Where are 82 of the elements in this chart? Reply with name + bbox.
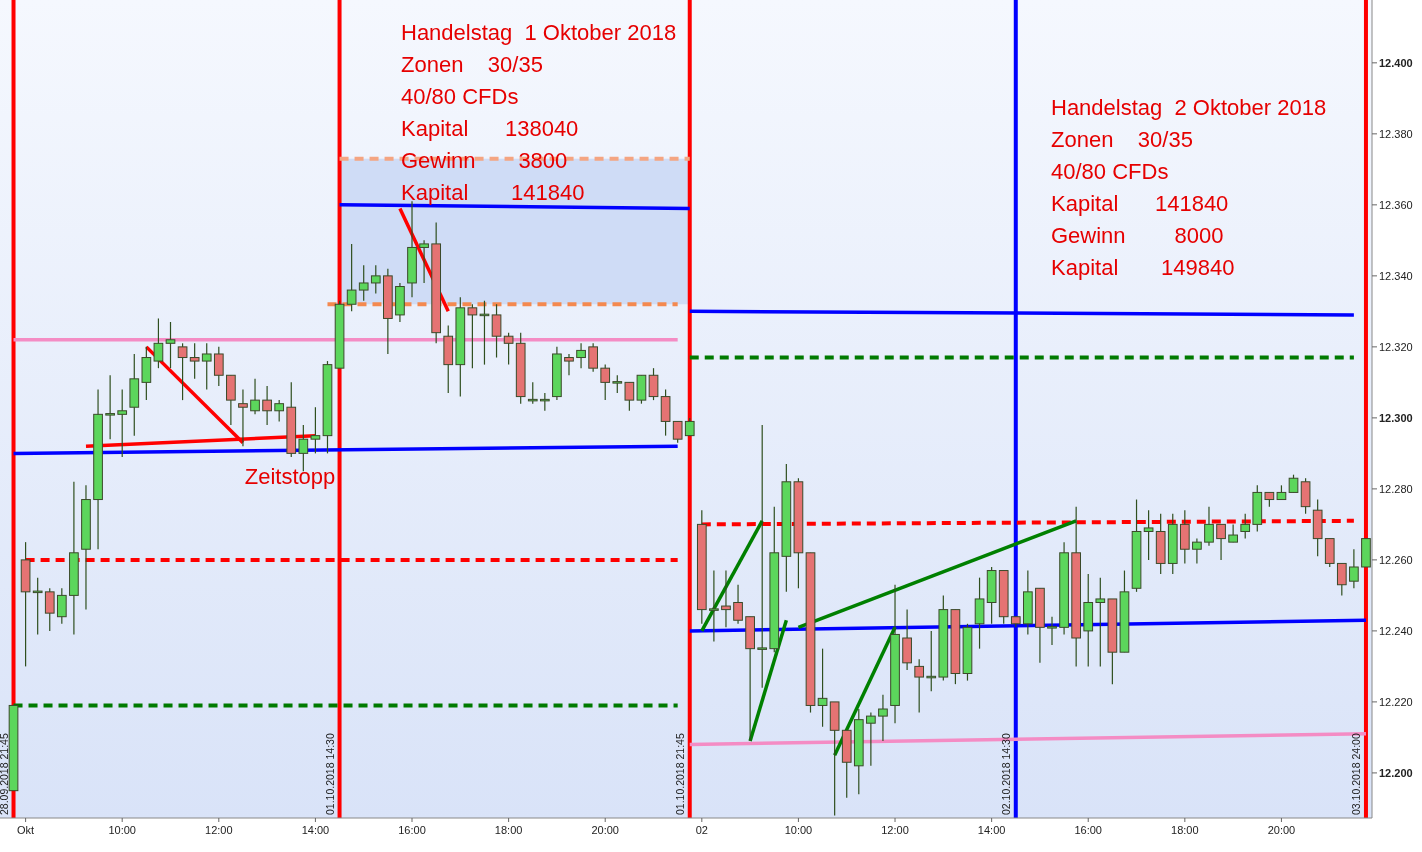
- x-tick-label: 10:00: [108, 824, 136, 836]
- candlestick: [358, 264, 369, 302]
- candlestick: [1095, 577, 1106, 667]
- x-tick-label: 14:00: [977, 824, 1006, 836]
- y-tick-label: 12.320: [1379, 340, 1413, 353]
- annotation: 01.10.2018 21:45: [673, 733, 686, 815]
- annotation: 28.09.2018 21:45: [0, 733, 10, 815]
- candlestick: [624, 381, 635, 412]
- x-tick-label: 18:00: [494, 824, 523, 836]
- candlestick: [1047, 616, 1057, 646]
- x-tick-label: 12:00: [205, 824, 233, 836]
- candlestick: [527, 381, 538, 405]
- y-tick-label: 12.240: [1379, 624, 1413, 637]
- candlestick: [914, 658, 925, 714]
- candlestick: [866, 711, 876, 767]
- x-tick-label: 12:00: [881, 824, 909, 836]
- candlestick: [467, 303, 478, 369]
- candlestick: [491, 303, 502, 359]
- candlestick: [153, 317, 164, 369]
- x-tick-label: 02: [695, 824, 708, 836]
- x-tick-label: 14:00: [301, 824, 330, 836]
- candlestick: [44, 587, 55, 632]
- candlestick: [177, 342, 188, 401]
- candlestick: [503, 332, 514, 366]
- candlestick: [310, 406, 321, 454]
- x-tick-label: 16:00: [398, 824, 426, 836]
- candlestick: [588, 342, 598, 373]
- y-tick-label: 12.280: [1379, 482, 1413, 495]
- candlestick: [817, 648, 828, 728]
- x-tick-label: 10:00: [784, 824, 813, 836]
- candlestick: [733, 584, 743, 625]
- candlestick: [165, 321, 176, 369]
- x-tick-label: 18:00: [1171, 824, 1199, 836]
- candlestick: [1192, 537, 1202, 565]
- annotation: 02.10.2018 14:30: [999, 733, 1012, 815]
- candlestick: [600, 364, 611, 401]
- annotation: 01.10.2018 14:30: [323, 733, 336, 815]
- y-tick-label: 12.300: [1379, 411, 1413, 424]
- y-tick-label: 12.200: [1379, 766, 1413, 779]
- y-tick-label: 12.380: [1379, 127, 1413, 140]
- candlestick: [419, 239, 429, 284]
- y-tick-label: 12.400: [1379, 56, 1413, 69]
- candlestick: [1204, 506, 1214, 547]
- y-tick-label: 12.220: [1379, 695, 1413, 708]
- candlestick: [1349, 548, 1359, 589]
- candlestick: [105, 374, 115, 440]
- candlestick: [721, 569, 731, 628]
- annotation: Zeitstopp: [244, 464, 336, 489]
- candlestick: [238, 388, 248, 447]
- candlestick: [1216, 523, 1226, 561]
- x-tick-label: 16:00: [1074, 824, 1102, 836]
- y-tick-label: 12.360: [1379, 198, 1413, 211]
- x-tick-label: 20:00: [1267, 824, 1296, 836]
- x-tick-label: Okt: [17, 824, 35, 836]
- annotation: Handelstag 2 Oktober 2018 Zonen 30/35 40/80 CFDs Kapital 141840 Gewinn 8000 Kapital 149840: [1051, 95, 1327, 280]
- candlestick: [1228, 523, 1238, 543]
- candlestick: [1336, 562, 1347, 596]
- candlestick: [274, 399, 285, 423]
- annotation: 03.10.2018 24:00: [1349, 733, 1362, 815]
- candlestick: [370, 264, 381, 295]
- candlestick: [672, 420, 683, 444]
- candlestick: [117, 388, 128, 458]
- candlestick: [1143, 509, 1154, 561]
- candlestick: [757, 424, 768, 689]
- x-tick-label: 20:00: [591, 824, 619, 836]
- candlestick: [346, 243, 357, 312]
- candlestick: [56, 587, 67, 625]
- annotation: Handelstag 1 Oktober 2018 Zonen 30/35 40/80 CFDs Kapital 138040 Gewinn 3800 Kapital 141840: [401, 20, 677, 205]
- candlestick: [262, 385, 272, 426]
- candlestick: [32, 577, 43, 636]
- candlestick: [576, 342, 586, 369]
- candlestick: [648, 367, 659, 401]
- y-tick-label: 12.260: [1379, 553, 1413, 566]
- candlestick: [201, 342, 212, 391]
- candlestick: [878, 694, 888, 742]
- candlestick: [250, 378, 260, 415]
- candlestick: [709, 569, 719, 643]
- candlestick: [189, 342, 200, 380]
- candlestick: [213, 346, 224, 387]
- candlestick: [1240, 513, 1251, 540]
- y-tick-label: 12.340: [1379, 269, 1413, 282]
- candlestick: [564, 353, 574, 376]
